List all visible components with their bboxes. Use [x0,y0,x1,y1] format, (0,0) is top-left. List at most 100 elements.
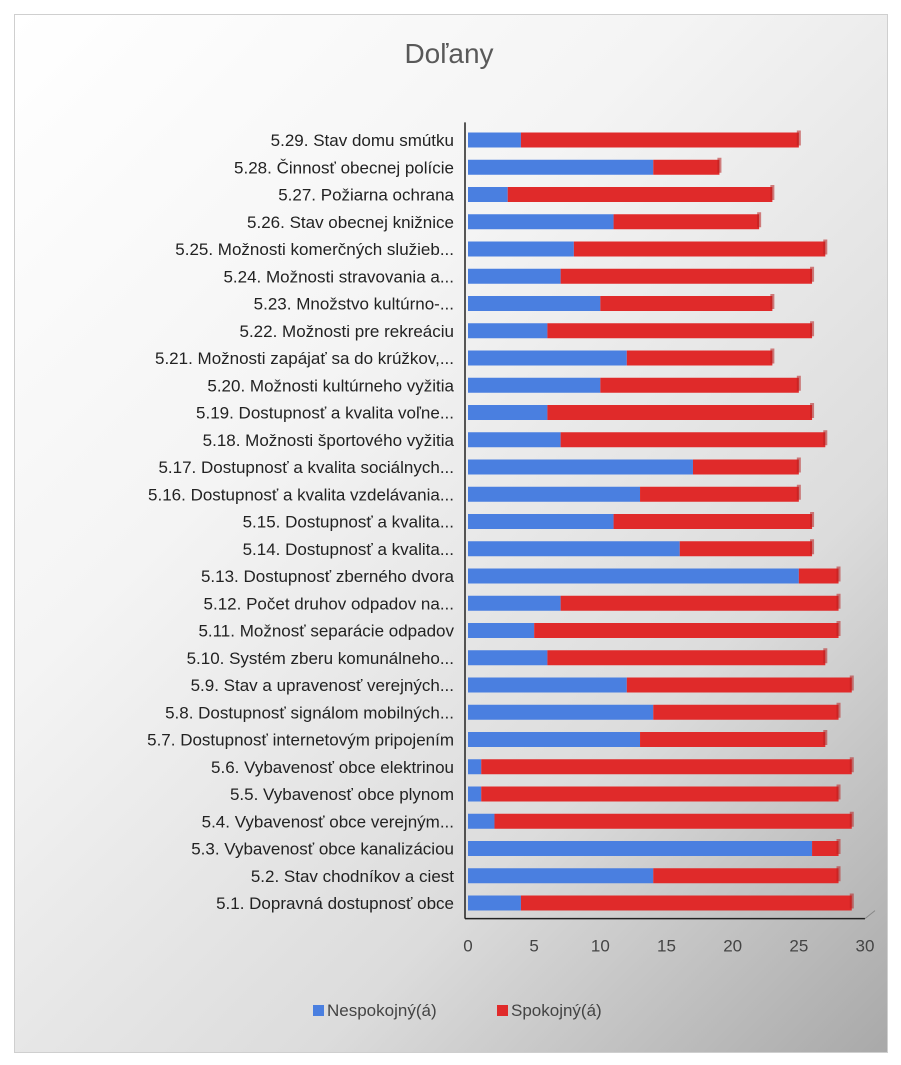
bar-spokojny [640,732,826,747]
bar-spokojny [560,432,826,448]
bar-edge [849,675,854,691]
bar-edge [810,266,815,282]
x-tick-label: 20 [723,937,742,956]
bar-edge [810,539,815,555]
bar-edge [836,702,841,718]
bar-edge [796,375,801,391]
category-label: 5.19. Dostupnosť a kvalita voľne... [196,404,454,423]
bar-edge [849,757,854,773]
legend-swatch [313,1005,324,1016]
bar-spokojny [560,268,813,284]
bar-edge [810,512,815,527]
category-label: 5.25. Možnosti komerčných služieb... [175,240,454,259]
bar-nespokojny [468,732,641,747]
axes [464,122,876,920]
category-label: 5.3. Vybavenosť obce kanalizáciou [191,840,454,859]
bar-nespokojny [468,159,654,175]
bar-spokojny [626,677,852,693]
bar-edge [796,484,801,500]
bar-nespokojny [468,514,614,529]
bar-nespokojny [468,623,535,638]
bar-nespokojny [468,459,693,475]
bar-nespokojny [468,405,548,420]
bar-spokojny [547,405,813,420]
category-label: 5.6. Vybavenosť obce elektrinou [211,758,454,777]
bar-nespokojny [468,704,654,720]
bar-spokojny [613,214,760,230]
category-label: 5.28. Činnosť obecnej polície [234,158,454,177]
bar-edge [770,294,775,309]
bar-spokojny [573,241,826,257]
bar-nespokojny [468,268,561,284]
bar-spokojny [481,759,852,775]
category-label: 5.22. Možnosti pre rekreáciu [240,322,455,341]
bar-spokojny [481,786,839,802]
chart-title: Doľany [404,38,493,69]
bar-edge [770,185,775,200]
bar-edge [836,839,841,854]
bar-edge [836,621,841,636]
bar-spokojny [640,486,799,502]
bar-spokojny [600,296,773,311]
category-label: 5.27. Požiarna ochrana [278,186,454,205]
category-label: 5.4. Vybavenosť obce verejným... [202,812,454,831]
bar-edge [823,648,828,664]
bar-spokojny [653,868,839,884]
bar-spokojny [653,704,839,720]
legend-swatch [497,1005,508,1016]
bar-spokojny [507,187,773,202]
axis-depth-edge [864,910,876,920]
bar-edge [836,866,841,882]
legend-label: Nespokojný(á) [327,1001,437,1020]
chart-frame: Doľany 5.29. Stav domu smútku 5.28. Činno… [14,14,888,1053]
bar-edge [757,212,762,228]
bar-spokojny [547,650,826,666]
bar-edge [770,348,775,364]
category-label: 5.14. Dostupnosť a kvalita... [243,540,454,559]
bar-spokojny [798,568,839,584]
bar-nespokojny [468,568,799,584]
bar-spokojny [812,841,839,856]
bar-edge [717,157,722,173]
bar-nespokojny [468,296,601,311]
category-label: 5.29. Stav domu smútku [271,131,454,150]
bar-edge [836,784,841,800]
bar-nespokojny [468,132,521,148]
bar-nespokojny [468,541,680,557]
bar-nespokojny [468,786,482,802]
bar-spokojny [547,323,813,339]
category-label: 5.15. Dostupnosť a kvalita... [243,513,454,532]
bar-nespokojny [468,350,627,366]
bar-spokojny [520,895,852,911]
bar-edge [823,430,828,446]
bar-nespokojny [468,486,641,502]
bar-spokojny [560,595,839,611]
category-label: 5.5. Vybavenosť obce plynom [230,785,454,804]
bar-spokojny [692,459,799,475]
bar-edge [836,593,841,609]
category-labels: 5.29. Stav domu smútku 5.28. Činnosť obec… [147,131,454,913]
category-label: 5.26. Stav obecnej knižnice [247,213,454,232]
bar-nespokojny [468,759,482,775]
category-label: 5.10. Systém zberu komunálneho... [187,649,454,668]
category-label: 5.20. Možnosti kultúrneho vyžitia [207,376,454,395]
category-label: 5.17. Dostupnosť a kvalita sociálnych... [158,458,454,477]
bar-spokojny [494,813,852,829]
bar-nespokojny [468,677,627,693]
x-tick-label: 30 [856,937,875,956]
category-label: 5.9. Stav a upravenosť verejných... [191,676,454,695]
bar-nespokojny [468,241,574,257]
bar-spokojny [626,350,773,366]
legend-label: Spokojný(á) [511,1001,602,1020]
category-label: 5.2. Stav chodníkov a ciest [251,867,454,886]
bar-spokojny [613,514,813,529]
bar-nespokojny [468,323,548,339]
x-tick-label: 0 [463,937,472,956]
x-tick-label: 25 [789,937,808,956]
category-label: 5.8. Dostupnosť signálom mobilných... [165,703,454,722]
bar-edge [849,811,854,827]
bar-edge [810,321,815,337]
category-label: 5.18. Možnosti športového vyžitia [203,431,455,450]
bar-edge [823,730,828,745]
bar-spokojny [520,132,799,148]
